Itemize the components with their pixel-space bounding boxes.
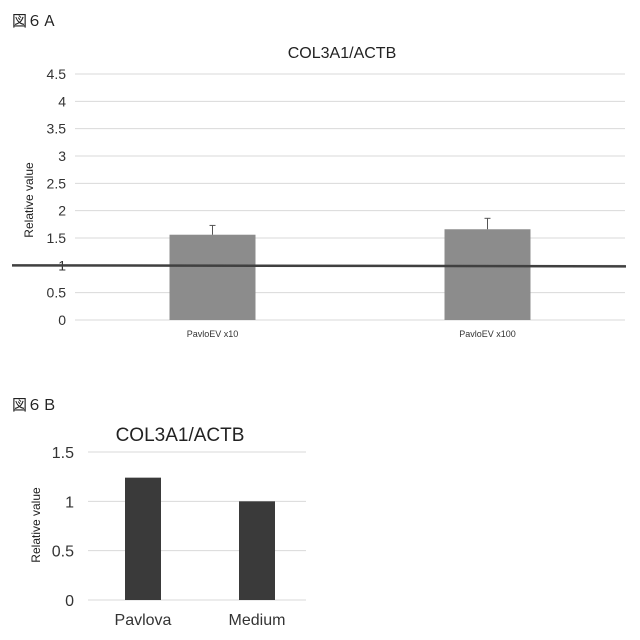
- chart-6b-xtick: Medium: [229, 612, 286, 629]
- chart-6b-ylabel: Relative value: [29, 487, 43, 563]
- chart-6b-xtick: Pavlova: [115, 612, 172, 629]
- chart-6b-title: COL3A1/ACTB: [116, 425, 245, 446]
- chart-6b: COL3A1/ACTB Relative value 0 0.5 1 1.5 Pavl…: [0, 0, 640, 640]
- chart-6b-ytick: 0: [65, 593, 74, 610]
- chart-6b-bar: [239, 501, 275, 600]
- chart-6b-ytick: 0.5: [52, 544, 74, 561]
- chart-6b-ytick: 1: [65, 494, 74, 511]
- chart-6b-ytick: 1.5: [52, 445, 74, 462]
- chart-6b-bar: [125, 478, 161, 600]
